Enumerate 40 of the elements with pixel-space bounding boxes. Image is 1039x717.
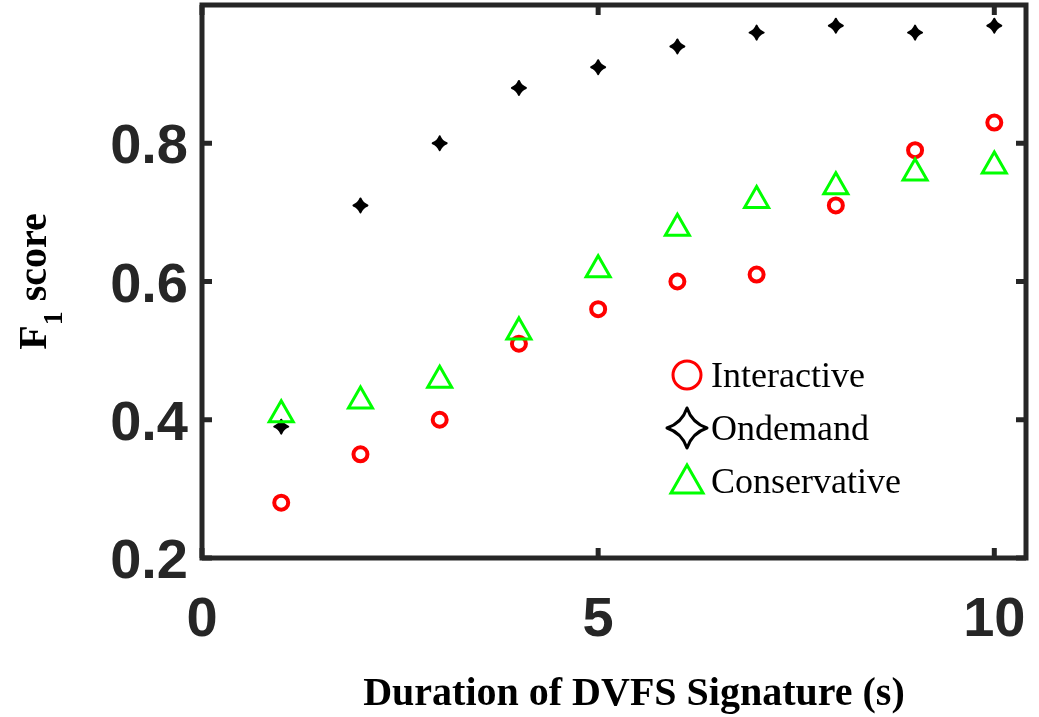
y-tick-label: 0.6 — [110, 250, 188, 314]
point — [901, 157, 929, 182]
point — [748, 24, 765, 41]
point — [426, 364, 454, 389]
point — [747, 265, 766, 284]
point — [668, 272, 687, 291]
point — [907, 24, 924, 41]
point — [590, 59, 607, 76]
x-tick-label: 0 — [186, 585, 218, 648]
point — [351, 445, 370, 464]
point — [826, 196, 845, 215]
point — [743, 185, 771, 210]
point — [822, 171, 850, 196]
point — [352, 197, 369, 214]
point — [986, 17, 1003, 34]
y-tick-label: 0.4 — [110, 388, 188, 452]
point — [273, 418, 290, 435]
x-tick-label: 5 — [582, 585, 614, 648]
legend-label: Conservative — [711, 461, 901, 501]
x-axis-title: Duration of DVFS Signature (s) — [363, 669, 905, 714]
point — [510, 79, 527, 96]
point — [827, 17, 844, 34]
legend-label: Ondemand — [711, 408, 869, 448]
point — [505, 316, 533, 341]
legend-label: Interactive — [711, 355, 865, 395]
point — [589, 300, 608, 319]
point — [272, 493, 291, 512]
point — [430, 410, 449, 429]
point — [346, 385, 374, 410]
y-tick-label: 0.8 — [110, 112, 188, 176]
point — [980, 150, 1008, 175]
point — [267, 399, 295, 424]
y-tick-label: 0.2 — [110, 527, 188, 590]
x-tick-label: 10 — [963, 585, 1026, 648]
point — [669, 38, 686, 55]
point — [906, 141, 925, 160]
point — [431, 135, 448, 152]
point — [663, 212, 691, 237]
point — [584, 254, 612, 279]
point — [985, 113, 1004, 132]
